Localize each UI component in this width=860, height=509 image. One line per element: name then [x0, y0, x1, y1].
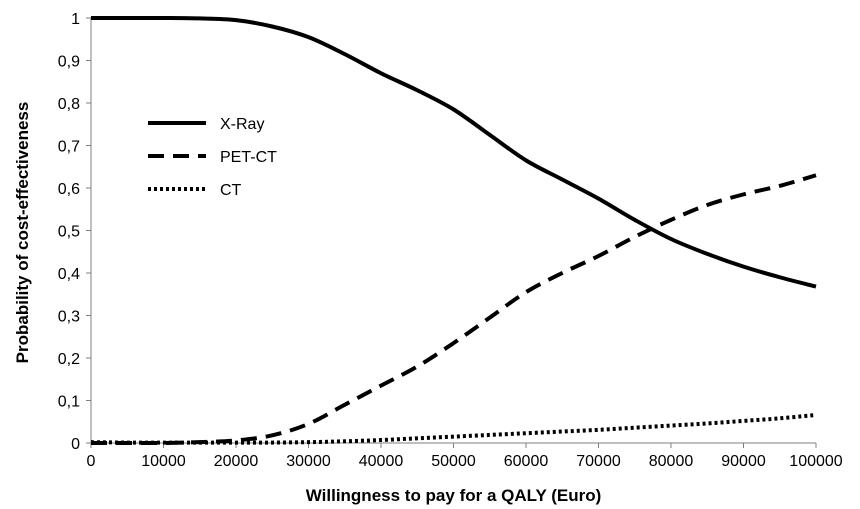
- y-tick-label: 0,5: [58, 224, 80, 241]
- x-tick-label: 0: [87, 453, 96, 470]
- series-line-x-ray: [91, 15, 817, 289]
- legend-label: PET-CT: [220, 149, 277, 166]
- y-ticks: 0 0,1 0,2 0,3 0,4 0,5 0,6 0,7 0,8 0,9 1: [58, 11, 91, 453]
- x-tick-label: 30000: [286, 453, 331, 470]
- y-tick-label: 0,8: [58, 96, 80, 113]
- x-tick-label: 60000: [504, 453, 549, 470]
- y-tick-label: 0,6: [58, 181, 80, 198]
- legend: X-Ray PET-CT CT: [148, 116, 277, 199]
- y-tick-label: 0,4: [58, 266, 80, 283]
- x-tick-label: 40000: [359, 453, 404, 470]
- y-tick-label: 0,7: [58, 139, 80, 156]
- x-tick-label: 100000: [789, 453, 842, 470]
- x-tick-label: 80000: [649, 453, 694, 470]
- x-tick-label: 10000: [141, 453, 186, 470]
- y-tick-label: 0,1: [58, 394, 80, 411]
- y-axis-title: Probability of cost-effectiveness: [13, 102, 32, 364]
- y-tick-label: 0,3: [58, 309, 80, 326]
- x-tick-label: 90000: [721, 453, 766, 470]
- x-tick-label: 20000: [214, 453, 259, 470]
- y-tick-label: 1: [71, 11, 80, 28]
- axes: [90, 18, 816, 444]
- legend-label: CT: [220, 182, 242, 199]
- x-tick-label: 70000: [576, 453, 621, 470]
- y-tick-label: 0: [71, 436, 80, 453]
- legend-label: X-Ray: [220, 116, 264, 133]
- x-tick-label: 50000: [431, 453, 476, 470]
- series: [90, 15, 817, 446]
- y-tick-label: 0,2: [58, 351, 80, 368]
- series-line-pet-ct: [91, 173, 817, 446]
- x-ticks: 0 10000 20000 30000 40000 50000 60000 70000 8000…: [87, 443, 843, 470]
- series-line-ct: [90, 412, 817, 445]
- y-tick-label: 0,9: [58, 54, 80, 71]
- x-axis-title: Willingness to pay for a QALY (Euro): [306, 486, 602, 505]
